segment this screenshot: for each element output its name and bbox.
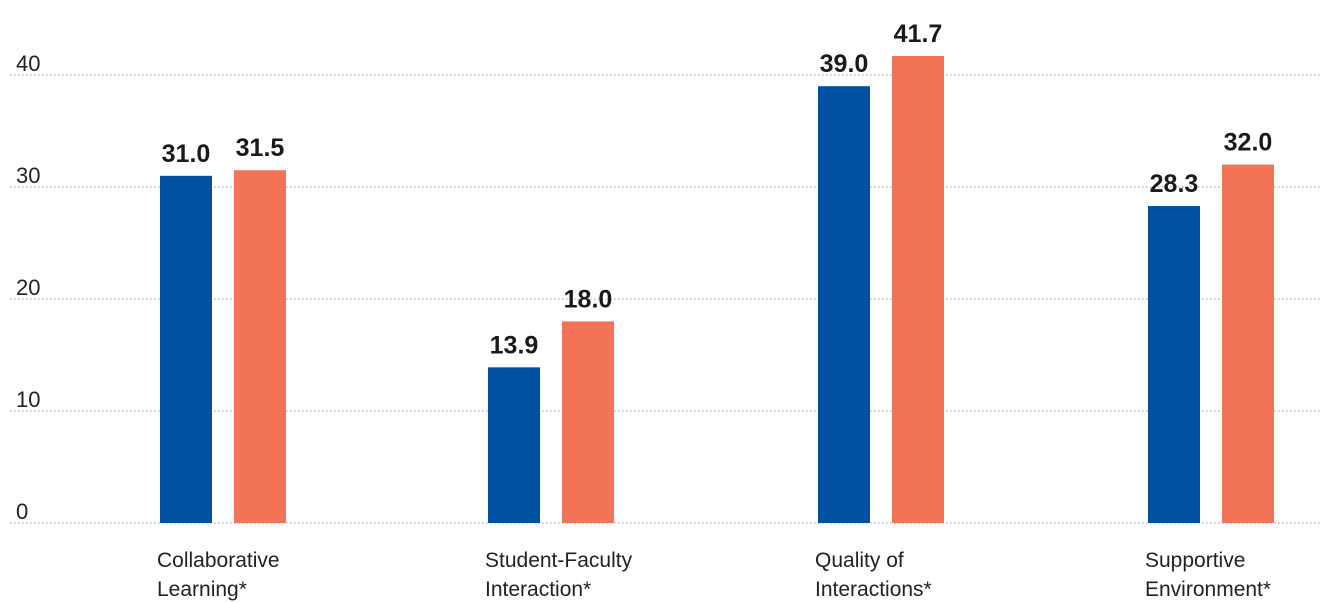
category-labels: Collaborative Learning* Student-Faculty Int… [157, 549, 1271, 601]
category-label: Interaction* [485, 578, 591, 601]
data-label: 32.0 [1224, 129, 1273, 157]
bar-series1-4 [1148, 206, 1200, 524]
data-label: 41.7 [894, 20, 943, 48]
bar-series1-1 [160, 175, 212, 524]
bar-series1-2 [488, 367, 540, 523]
y-tick-label: 0 [16, 499, 28, 524]
bar-series2-2 [562, 321, 614, 523]
data-label: 13.9 [490, 331, 539, 359]
data-label: 39.0 [820, 50, 869, 78]
bar-series2-3 [892, 55, 944, 524]
y-axis-ticks: 0 10 20 30 40 [16, 51, 40, 524]
category-label: Quality of [815, 549, 904, 572]
data-label: 31.0 [162, 140, 211, 168]
category-label: Learning* [157, 578, 247, 601]
category-label: Collaborative [157, 549, 280, 572]
data-label: 18.0 [564, 285, 613, 313]
bar-series1-3 [818, 86, 870, 523]
bar-series2-1 [234, 170, 286, 523]
category-label: Interactions* [815, 578, 932, 601]
data-label: 28.3 [1150, 170, 1199, 198]
y-tick-label: 40 [16, 51, 40, 76]
bar-series2-4 [1222, 164, 1274, 523]
y-tick-label: 30 [16, 163, 40, 188]
category-label: Environment* [1145, 578, 1271, 601]
y-tick-label: 10 [16, 387, 40, 412]
value-labels: 31.0 13.9 39.0 28.3 31.5 18.0 41.7 32.0 [162, 20, 1273, 359]
bars [160, 55, 1274, 524]
category-label: Student-Faculty [485, 549, 633, 572]
y-tick-label: 20 [16, 275, 40, 300]
category-label: Supportive [1145, 549, 1245, 572]
data-label: 31.5 [236, 134, 285, 162]
